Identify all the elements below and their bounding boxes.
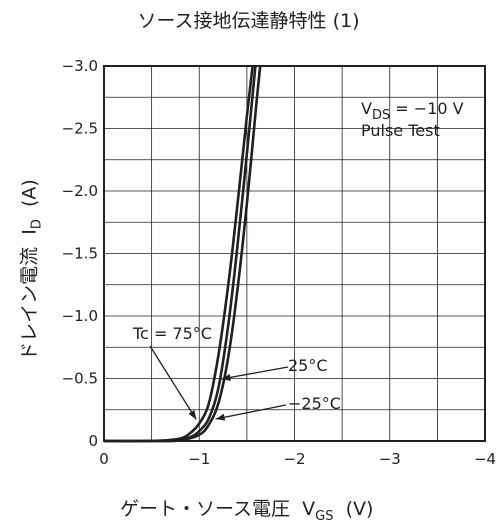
- x-tick-label: −4: [474, 450, 496, 468]
- x-tick-label: 0: [99, 450, 109, 468]
- annotation-label: 25°C: [288, 356, 328, 375]
- y-tick-label: −2.5: [62, 120, 98, 138]
- annotation-arrowhead: [188, 410, 197, 420]
- plot-frame: [103, 65, 486, 442]
- annotation-arrowhead: [215, 413, 226, 421]
- grid: [104, 66, 485, 441]
- y-tick-label: −2.0: [62, 182, 98, 200]
- x-axis-label: ゲート・ソース電圧: [120, 498, 291, 520]
- annotation-label: −25°C: [288, 394, 341, 413]
- chart-title: ソース接地伝達静特性 (1): [137, 10, 360, 32]
- annotation-arrowhead: [221, 373, 231, 381]
- y-axis-label: ドレイン電流: [18, 246, 41, 361]
- y-tick-label: 0: [88, 432, 98, 450]
- y-tick-label: −1.0: [62, 307, 98, 325]
- y-tick-label: −1.5: [62, 245, 98, 263]
- y-axis-subscript: D: [29, 219, 45, 230]
- annotation-leaders: [149, 345, 289, 421]
- annotation-leader: [215, 404, 287, 420]
- condition-symbol: V: [361, 99, 372, 118]
- y-axis-symbol: I: [18, 229, 41, 235]
- x-axis-title: ゲート・ソース電圧 VGS (V): [120, 494, 374, 524]
- y-axis-unit: (A): [18, 179, 41, 207]
- x-tick-label: −3: [379, 450, 401, 468]
- tick-labels: 0 −1 −2 −3 −4 0 −0.5 −1.0 −1.5 −2.0 −2.5 −3.0: [62, 57, 497, 468]
- x-axis-unit: (V): [345, 498, 374, 520]
- y-tick-label: −3.0: [62, 57, 98, 75]
- condition-value: = −10 V: [390, 99, 464, 118]
- y-axis-title: ドレイン電流 ID (A): [15, 179, 45, 361]
- x-tick-label: −1: [188, 450, 210, 468]
- x-tick-label: −2: [283, 450, 305, 468]
- annotation-leader: [221, 366, 289, 380]
- y-tick-label: −0.5: [62, 370, 98, 388]
- annotation-labels: Tc = 75°C 25°C −25°C: [132, 324, 341, 413]
- condition-subscript: DS: [371, 108, 391, 123]
- x-axis-subscript: GS: [315, 509, 334, 524]
- annotation-label: Tc = 75°C: [132, 324, 212, 343]
- annotation-leader: [149, 345, 197, 420]
- x-axis-symbol: V: [302, 498, 316, 520]
- condition-pulse-test: Pulse Test: [361, 121, 440, 140]
- test-condition: VDS = −10 V Pulse Test: [361, 99, 464, 141]
